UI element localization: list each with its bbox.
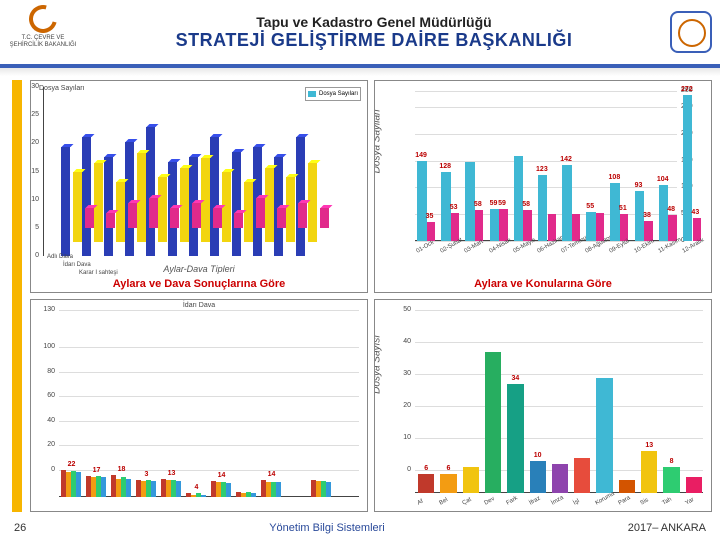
chart-title-tl: Aylara ve Dava Sonuçlarına Göre xyxy=(31,278,367,290)
chart-idari-dava: İdarı Dava 02040608010013022171831341414 xyxy=(30,299,368,512)
header-line2: STRATEJİ GELİŞTİRME DAİRE BAŞKANLIĞI xyxy=(78,30,670,51)
page-number: 26 xyxy=(14,522,26,534)
ministry-logo: T.C. ÇEVRE VE ŞEHİRCİLİK BAKANLIĞI xyxy=(8,5,78,59)
footer: 26 Yönetim Bilgi Sistemleri 2017– ANKARA xyxy=(0,516,720,540)
header-titles: Tapu ve Kadastro Genel Müdürlüğü STRATEJ… xyxy=(78,14,670,51)
chart-aylara-konular: Dosya Sayilari 0501001502002502801493501… xyxy=(374,80,712,293)
header-line1: Tapu ve Kadastro Genel Müdürlüğü xyxy=(78,14,670,30)
tkgm-logo xyxy=(670,11,712,53)
charts-grid: Dosya Sayıları Dosya Sayıları 0510152025… xyxy=(30,80,712,512)
header: T.C. ÇEVRE VE ŞEHİRCİLİK BAKANLIĞI Tapu … xyxy=(0,0,720,68)
footer-center: Yönetim Bilgi Sistemleri xyxy=(26,522,627,534)
chart-dosya-sayisi: Dosya Sayısı 010203040506Af6BelÇatDev34F… xyxy=(374,299,712,512)
chart-3d-dava-sonuc: Dosya Sayıları Dosya Sayıları 0510152025… xyxy=(30,80,368,293)
chart-title-tr: Aylara ve Konularına Göre xyxy=(375,278,711,290)
yellow-sidebar xyxy=(12,80,22,512)
footer-right: 2017– ANKARA xyxy=(628,522,706,534)
